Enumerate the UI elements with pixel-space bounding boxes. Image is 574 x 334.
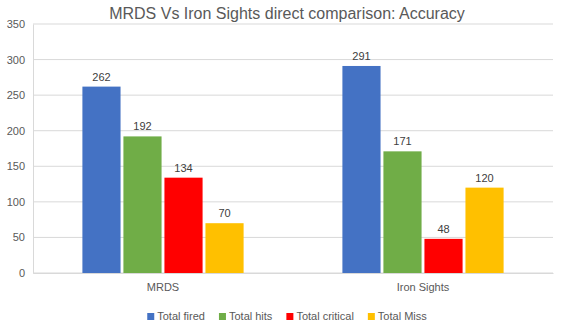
data-label: 171 xyxy=(393,135,411,147)
y-tick: 50 xyxy=(13,231,33,243)
grid-line xyxy=(33,24,553,25)
legend-item: Total fired xyxy=(147,310,205,322)
bar xyxy=(82,87,120,273)
legend-item: Total critical xyxy=(286,310,353,322)
grid xyxy=(33,24,553,273)
x-axis: MRDS Iron Sights xyxy=(34,273,554,293)
legend-swatch xyxy=(368,313,375,320)
y-axis-line xyxy=(33,25,34,274)
legend: Total fired Total hits Total critical Total… xyxy=(147,310,427,322)
y-tick-label: 0 xyxy=(19,267,25,279)
legend-label: Total hits xyxy=(229,310,273,322)
y-tick: 350 xyxy=(7,18,33,30)
y-tick-label: 100 xyxy=(7,196,25,208)
bar xyxy=(342,66,380,273)
x-tick: Iron Sights xyxy=(397,273,450,293)
legend-item: Total hits xyxy=(219,310,273,322)
bar xyxy=(164,178,202,273)
x-axis-line xyxy=(34,273,554,274)
bar xyxy=(465,188,503,273)
bar xyxy=(123,136,161,273)
data-label: 134 xyxy=(174,162,192,174)
y-tick: 250 xyxy=(7,89,33,101)
y-tick: 200 xyxy=(7,125,33,137)
y-tick: 100 xyxy=(7,196,33,208)
x-tick-label: MRDS xyxy=(147,281,179,293)
data-labels: 262 291 192 171 134 48 70 120 xyxy=(92,50,493,235)
y-tick: 150 xyxy=(7,160,33,172)
title: MRDS Vs Iron Sights direct comparison: A… xyxy=(109,5,465,22)
data-label: 48 xyxy=(437,223,449,235)
data-label: 120 xyxy=(475,172,493,184)
y-tick-label: 200 xyxy=(7,125,25,137)
bars xyxy=(82,66,503,273)
bar xyxy=(205,223,243,273)
legend-swatch xyxy=(147,313,154,320)
chart: MRDS Vs Iron Sights direct comparison: A… xyxy=(0,0,574,334)
data-label: 192 xyxy=(133,120,151,132)
x-tick: MRDS xyxy=(147,273,179,293)
y-tick-label: 350 xyxy=(7,18,25,30)
data-label: 262 xyxy=(92,71,110,83)
legend-swatch xyxy=(286,313,293,320)
data-label: 291 xyxy=(352,50,370,62)
y-axis: 0 50 100 150 200 250 300 350 xyxy=(7,18,34,279)
y-tick-label: 50 xyxy=(13,231,25,243)
x-tick-label: Iron Sights xyxy=(397,281,450,293)
legend-swatch xyxy=(219,313,226,320)
grid-line xyxy=(33,59,553,60)
bar xyxy=(424,239,462,273)
y-tick: 0 xyxy=(19,267,33,279)
legend-label: Total fired xyxy=(157,310,205,322)
data-label: 70 xyxy=(218,207,230,219)
y-tick: 300 xyxy=(7,54,33,66)
legend-label: Total critical xyxy=(296,310,353,322)
bar xyxy=(383,151,421,273)
y-tick-label: 150 xyxy=(7,160,25,172)
plot: 050100150200250300350MRDSIron Sights2622… xyxy=(7,18,554,293)
legend-label: Total Miss xyxy=(378,310,427,322)
y-tick-label: 250 xyxy=(7,89,25,101)
legend-item: Total Miss xyxy=(368,310,427,322)
y-tick-label: 300 xyxy=(7,54,25,66)
